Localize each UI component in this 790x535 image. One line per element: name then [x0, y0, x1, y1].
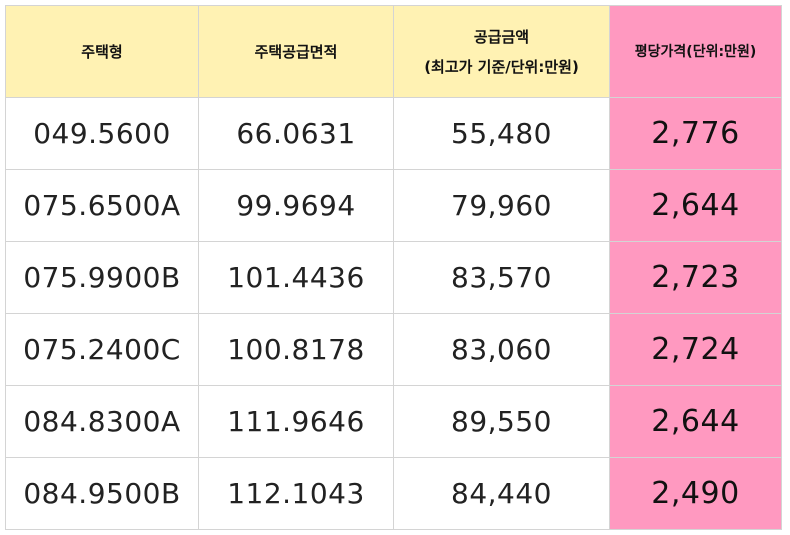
table-row: 075.6500A 99.9694 79,960 2,644	[5, 169, 782, 242]
supply-area-cell: 101.4436	[198, 241, 394, 314]
price-per-pyeong-cell: 2,776	[609, 97, 782, 170]
price-per-pyeong-cell: 2,723	[609, 241, 782, 314]
price-per-pyeong-cell: 2,490	[609, 457, 782, 530]
table-row: 075.2400C 100.8178 83,060 2,724	[5, 313, 782, 386]
supply-amount-cell: 84,440	[393, 457, 610, 530]
table-row: 049.5600 66.0631 55,480 2,776	[5, 97, 782, 170]
supply-area-cell: 100.8178	[198, 313, 394, 386]
housing-type-cell: 075.6500A	[5, 169, 199, 242]
table-body: 049.5600 66.0631 55,480 2,776 075.6500A 99.96…	[5, 97, 782, 530]
table-row: 084.9500B 112.1043 84,440 2,490	[5, 457, 782, 530]
header-price-per-pyeong: 평당가격(단위:만원)	[609, 5, 782, 98]
header-supply-area: 주택공급면적	[198, 5, 394, 98]
header-supply-amount-unit: (최고가 기준/단위:만원)	[424, 57, 579, 76]
price-per-pyeong-cell: 2,644	[609, 385, 782, 458]
price-per-pyeong-cell: 2,724	[609, 313, 782, 386]
supply-amount-cell: 83,570	[393, 241, 610, 314]
table-row: 075.9900B 101.4436 83,570 2,723	[5, 241, 782, 314]
table-header-row: 주택형 주택공급면적 공급금액 (최고가 기준/단위:만원) 평당가격(단위:만…	[5, 5, 782, 98]
supply-amount-cell: 79,960	[393, 169, 610, 242]
supply-area-cell: 99.9694	[198, 169, 394, 242]
supply-amount-cell: 55,480	[393, 97, 610, 170]
housing-price-table: 주택형 주택공급면적 공급금액 (최고가 기준/단위:만원) 평당가격(단위:만…	[5, 5, 782, 530]
housing-type-cell: 049.5600	[5, 97, 199, 170]
supply-area-cell: 66.0631	[198, 97, 394, 170]
housing-type-cell: 075.9900B	[5, 241, 199, 314]
header-supply-amount: 공급금액 (최고가 기준/단위:만원)	[393, 5, 610, 98]
header-housing-type: 주택형	[5, 5, 199, 98]
table-row: 084.8300A 111.9646 89,550 2,644	[5, 385, 782, 458]
supply-amount-cell: 89,550	[393, 385, 610, 458]
price-per-pyeong-cell: 2,644	[609, 169, 782, 242]
supply-area-cell: 111.9646	[198, 385, 394, 458]
header-supply-amount-title: 공급금액	[473, 27, 530, 46]
housing-type-cell: 084.9500B	[5, 457, 199, 530]
supply-area-cell: 112.1043	[198, 457, 394, 530]
supply-amount-cell: 83,060	[393, 313, 610, 386]
housing-type-cell: 075.2400C	[5, 313, 199, 386]
housing-type-cell: 084.8300A	[5, 385, 199, 458]
